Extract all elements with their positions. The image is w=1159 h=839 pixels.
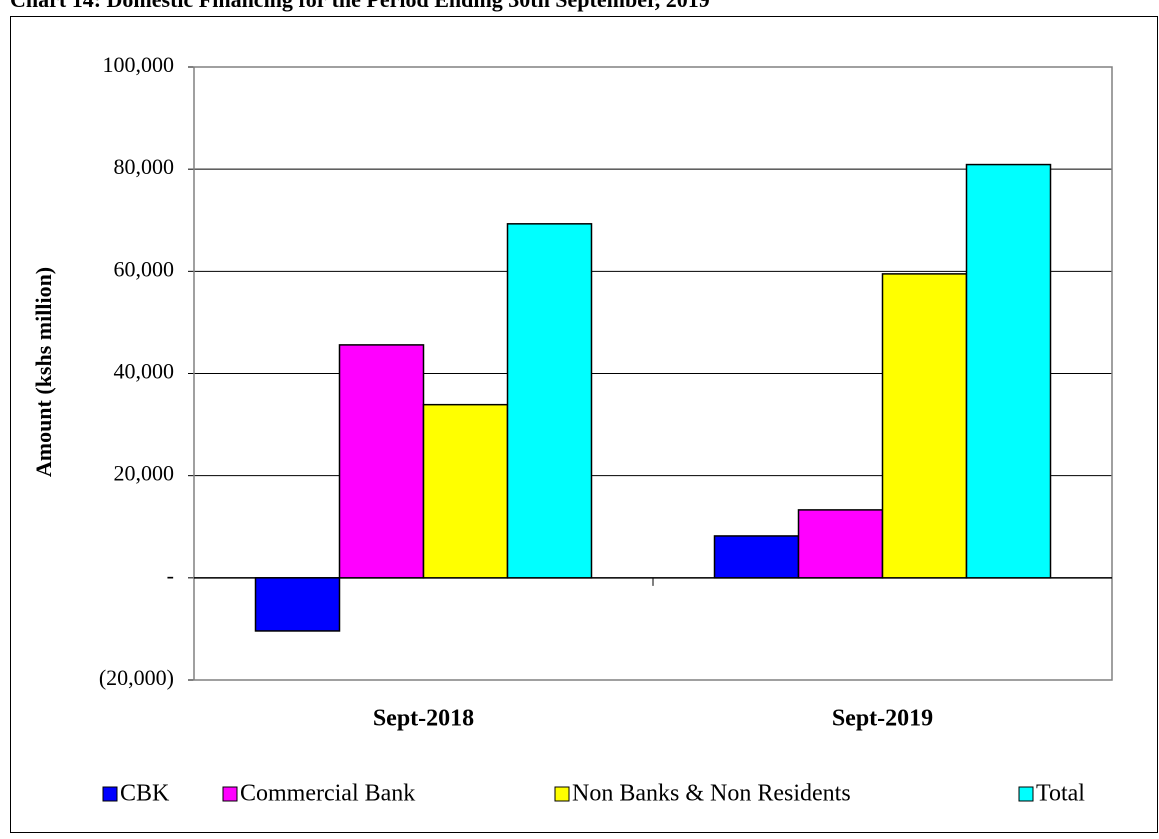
legend-label: CBK (120, 781, 170, 807)
chart-frame (10, 16, 1158, 833)
bar (338, 344, 425, 579)
y-axis-title: Amount (kshs million) (31, 267, 56, 477)
legend-swatch (1018, 786, 1034, 802)
y-tick-label: - (167, 563, 174, 588)
legend-swatch (554, 786, 570, 802)
y-tick-label: 20,000 (114, 461, 175, 486)
bar (422, 403, 509, 579)
bar (797, 509, 884, 579)
chart-title: Chart 14: Domestic Financing for the Per… (10, 0, 710, 12)
legend-swatch (102, 786, 118, 802)
x-tick-label: Sept-2019 (832, 706, 933, 732)
legend-label: Total (1036, 781, 1085, 807)
legend-swatch (222, 786, 238, 802)
plot-frame (193, 66, 1113, 681)
bar (254, 577, 341, 632)
y-tick-label: 60,000 (114, 256, 175, 281)
legend-label: Commercial Bank (240, 781, 415, 807)
y-tick-label: (20,000) (99, 665, 174, 690)
bar (506, 223, 593, 579)
bar (713, 535, 800, 579)
bar (881, 273, 968, 579)
legend-label: Non Banks & Non Residents (572, 781, 851, 807)
y-tick-label: 40,000 (114, 359, 175, 384)
y-tick-label: 80,000 (114, 154, 175, 179)
y-tick-label: 100,000 (103, 52, 175, 77)
x-tick-label: Sept-2018 (373, 706, 474, 732)
bar (965, 163, 1052, 579)
